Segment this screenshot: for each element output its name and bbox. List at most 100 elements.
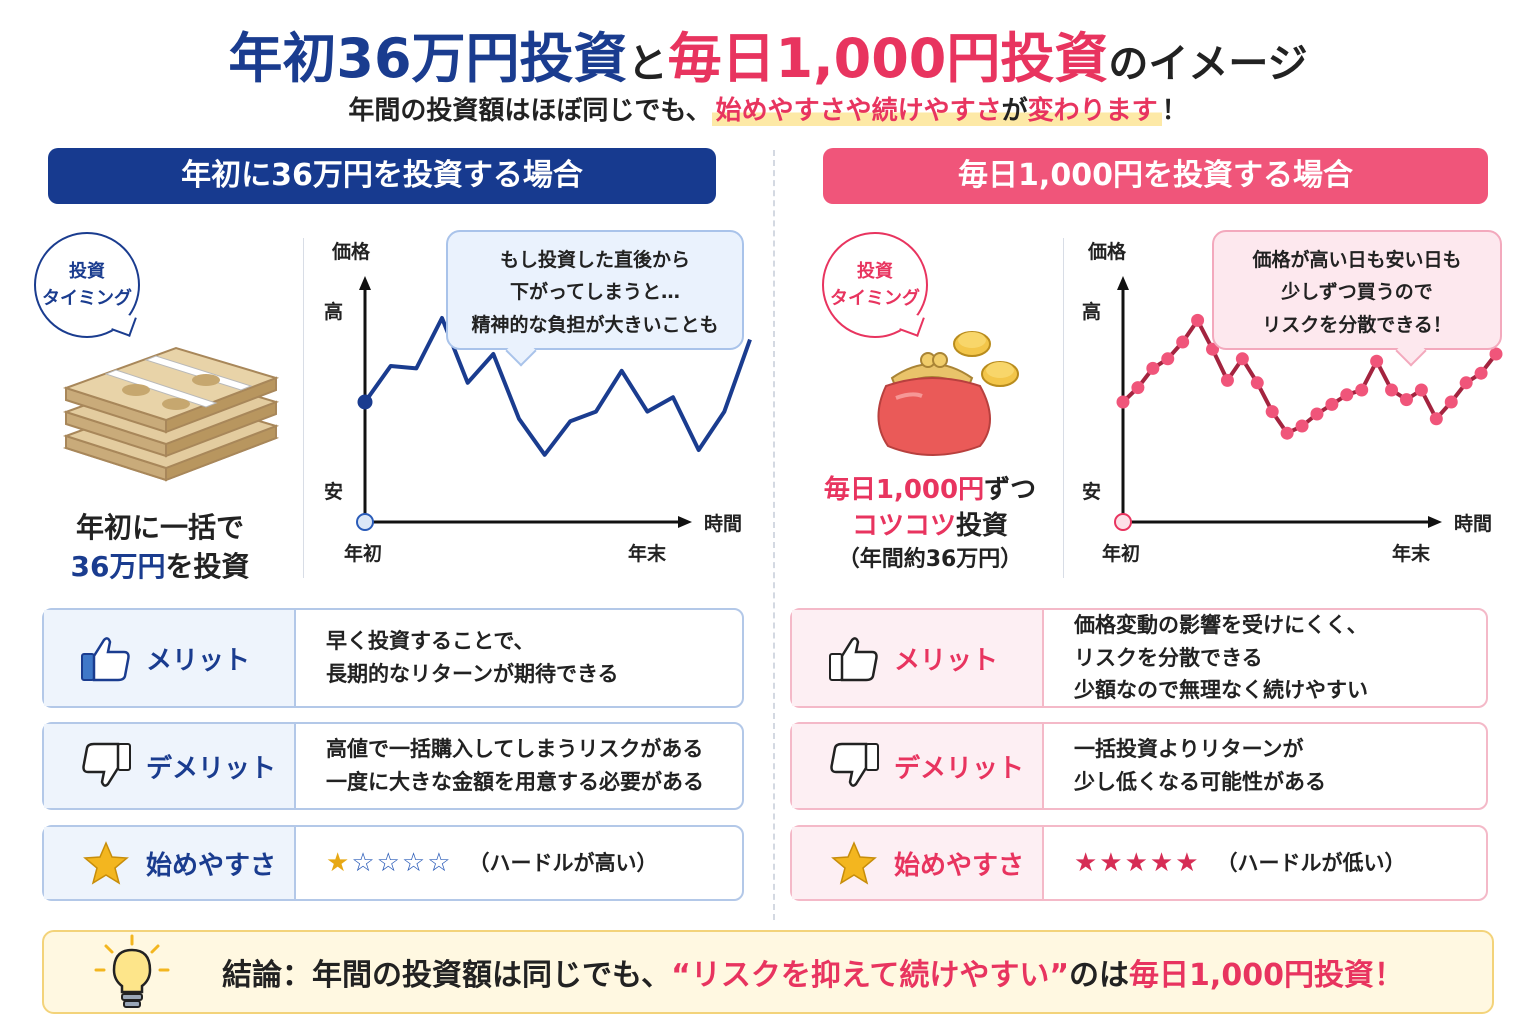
bubble-text: 少しずつ買うので <box>1281 281 1433 304</box>
row-text: 一括投資よりリターンが <box>1074 737 1304 762</box>
row-text: 長期的なリターンが期待できる <box>326 662 619 686</box>
row-label: 始めやすさ <box>146 850 277 881</box>
y-axis-low-label: 安 <box>324 480 343 503</box>
row-label-cell: デメリット <box>44 724 296 808</box>
conclusion-highlight: “リスクを抑えて続けやすい” <box>671 958 1070 993</box>
chart-data-point <box>1370 354 1384 368</box>
section-header-daily: 毎日1,000円を投資する場合 <box>823 148 1488 204</box>
star-icon <box>78 837 134 889</box>
row-label: メリット <box>146 645 251 676</box>
chart-data-point <box>1459 376 1473 390</box>
chart-data-point <box>1220 373 1234 387</box>
x-axis-end-label: 年末 <box>1392 542 1431 565</box>
chart-data-point <box>1176 335 1190 349</box>
conclusion-text: 結論：年間の投資額は同じでも、“リスクを抑えて続けやすい”のは毎日1,000円投… <box>222 950 1404 994</box>
row-text: 早く投資することで、 <box>326 629 535 654</box>
timing-label-2: タイミング <box>42 288 132 309</box>
y-axis-title: 価格 <box>1087 240 1127 263</box>
money-stack-icon <box>62 346 280 482</box>
conclusion-connector: のは <box>1069 958 1130 993</box>
caption-highlight: 毎日1,000円 <box>823 475 985 505</box>
row-label: 始めやすさ <box>894 850 1025 881</box>
row-content: 早く投資することで、 長期的なリターンが期待できる <box>296 610 742 706</box>
chart-data-point <box>1340 388 1354 402</box>
chart-data-point <box>1116 395 1130 409</box>
row-label-cell: 始めやすさ <box>792 827 1044 899</box>
chart-data-point <box>1414 383 1428 397</box>
coin-purse-icon <box>877 331 1019 456</box>
thumbs-down-icon <box>78 740 134 792</box>
title-connector: と <box>627 41 668 87</box>
chart-data-point <box>1325 397 1339 411</box>
conclusion-highlight-2: 毎日1,000円投資！ <box>1129 958 1404 993</box>
caption-line: コツコツ投資 <box>800 508 1060 544</box>
thumbs-down-icon <box>826 740 882 792</box>
row-label: デメリット <box>146 753 277 784</box>
price-chart-lump-sum: 価格 高 安 時間 年初 年末 <box>324 240 752 565</box>
x-axis-start-label: 年初 <box>344 542 382 565</box>
y-axis-arrow <box>1117 276 1129 290</box>
bubble-text: 精神的な負担が大きいことも <box>471 313 719 336</box>
row-label: デメリット <box>894 753 1025 784</box>
timing-badge-right: 投資 タイミング <box>822 232 928 338</box>
rating-note: （ハードルが高い） <box>468 850 658 875</box>
star-icon <box>826 837 882 889</box>
x-axis-title: 時間 <box>704 513 742 535</box>
lightbulb-icon <box>94 934 170 1008</box>
chart-data-point <box>1444 395 1458 409</box>
panel-divider <box>303 238 304 578</box>
x-axis-arrow <box>678 516 692 528</box>
chart-data-point <box>1310 407 1324 421</box>
bubble-text: 価格が高い日も安い日も <box>1252 249 1462 271</box>
chart-data-point <box>1191 313 1205 327</box>
left-caption: 年初に一括で 36万円を投資 <box>40 508 280 586</box>
thumbs-up-icon <box>826 632 882 684</box>
chart-data-point <box>1146 361 1160 375</box>
conclusion-lead: 結論：年間の投資額は同じでも、 <box>222 958 672 993</box>
row-text: 一度に大きな金額を用意する必要がある <box>326 770 704 794</box>
row-content: ★ ☆☆☆☆ （ハードルが高い） <box>296 827 742 899</box>
row-content: 一括投資よりリターンが 少し低くなる可能性がある <box>1044 724 1486 808</box>
chart-data-point <box>1385 383 1399 397</box>
y-axis-high-label: 高 <box>1082 300 1101 323</box>
caption-line: 36万円を投資 <box>40 547 280 586</box>
panel-divider <box>1063 238 1064 578</box>
title-part-daily: 毎日1,000円投資 <box>667 27 1109 90</box>
timing-label-2: タイミング <box>830 288 920 309</box>
chart-data-point <box>1131 381 1145 395</box>
subtitle-text: 年間の投資額はほぼ同じでも、 <box>348 96 712 126</box>
chart-data-point <box>1429 412 1443 426</box>
rating-stars-filled: ★★★★★ <box>1074 847 1201 878</box>
caption-highlight: コツコツ <box>851 511 956 542</box>
subtitle-highlight-text: 始めやすさや続けやすさ <box>715 96 1002 126</box>
caption-highlight: 36万円 <box>70 550 166 584</box>
timing-label-1: 投資 <box>857 261 893 282</box>
demerit-row-daily: デメリット 一括投資よりリターンが 少し低くなる可能性がある <box>790 722 1488 810</box>
origin-marker <box>356 513 374 531</box>
page-title: 年初36万円投資と毎日1,000円投資のイメージ <box>0 14 1536 93</box>
caption-text: を投資 <box>165 550 250 584</box>
x-axis-start-label: 年初 <box>1102 542 1140 565</box>
row-text: リスクを分散できる <box>1074 645 1263 670</box>
caption-line: 年初に一括で <box>75 511 244 544</box>
speech-bubble-right: 価格が高い日も安い日も 少しずつ買うので リスクを分散できる！ <box>1212 230 1502 350</box>
title-part-lump-sum: 年初36万円投資 <box>228 27 628 90</box>
chart-data-point <box>1250 376 1264 390</box>
bubble-text: リスクを分散できる！ <box>1262 313 1452 336</box>
chart-data-point <box>1295 419 1309 433</box>
conclusion-banner: 結論：年間の投資額は同じでも、“リスクを抑えて続けやすい”のは毎日1,000円投… <box>42 930 1494 1014</box>
bubble-text: 下がってしまうと… <box>509 281 681 304</box>
caption-note: （年間約36万円） <box>837 546 1023 572</box>
chart-data-point <box>1265 405 1279 419</box>
column-divider <box>773 150 775 920</box>
row-content: 価格変動の影響を受けにくく、 リスクを分散できる 少額なので無理なく続けやすい <box>1044 610 1486 706</box>
timing-badge-left: 投資 タイミング <box>34 232 140 338</box>
caption-text: ずつ <box>984 475 1037 505</box>
row-content: 高値で一括購入してしまうリスクがある 一度に大きな金額を用意する必要がある <box>296 724 742 808</box>
row-text: 少し低くなる可能性がある <box>1074 770 1326 794</box>
subtitle-connector: が <box>1001 96 1028 126</box>
subtitle-highlight: 始めやすさや続けやすさが変わります <box>711 96 1162 126</box>
chart-data-point <box>357 394 373 410</box>
y-axis-arrow <box>359 276 371 290</box>
subtitle-end: ！ <box>1161 96 1188 126</box>
